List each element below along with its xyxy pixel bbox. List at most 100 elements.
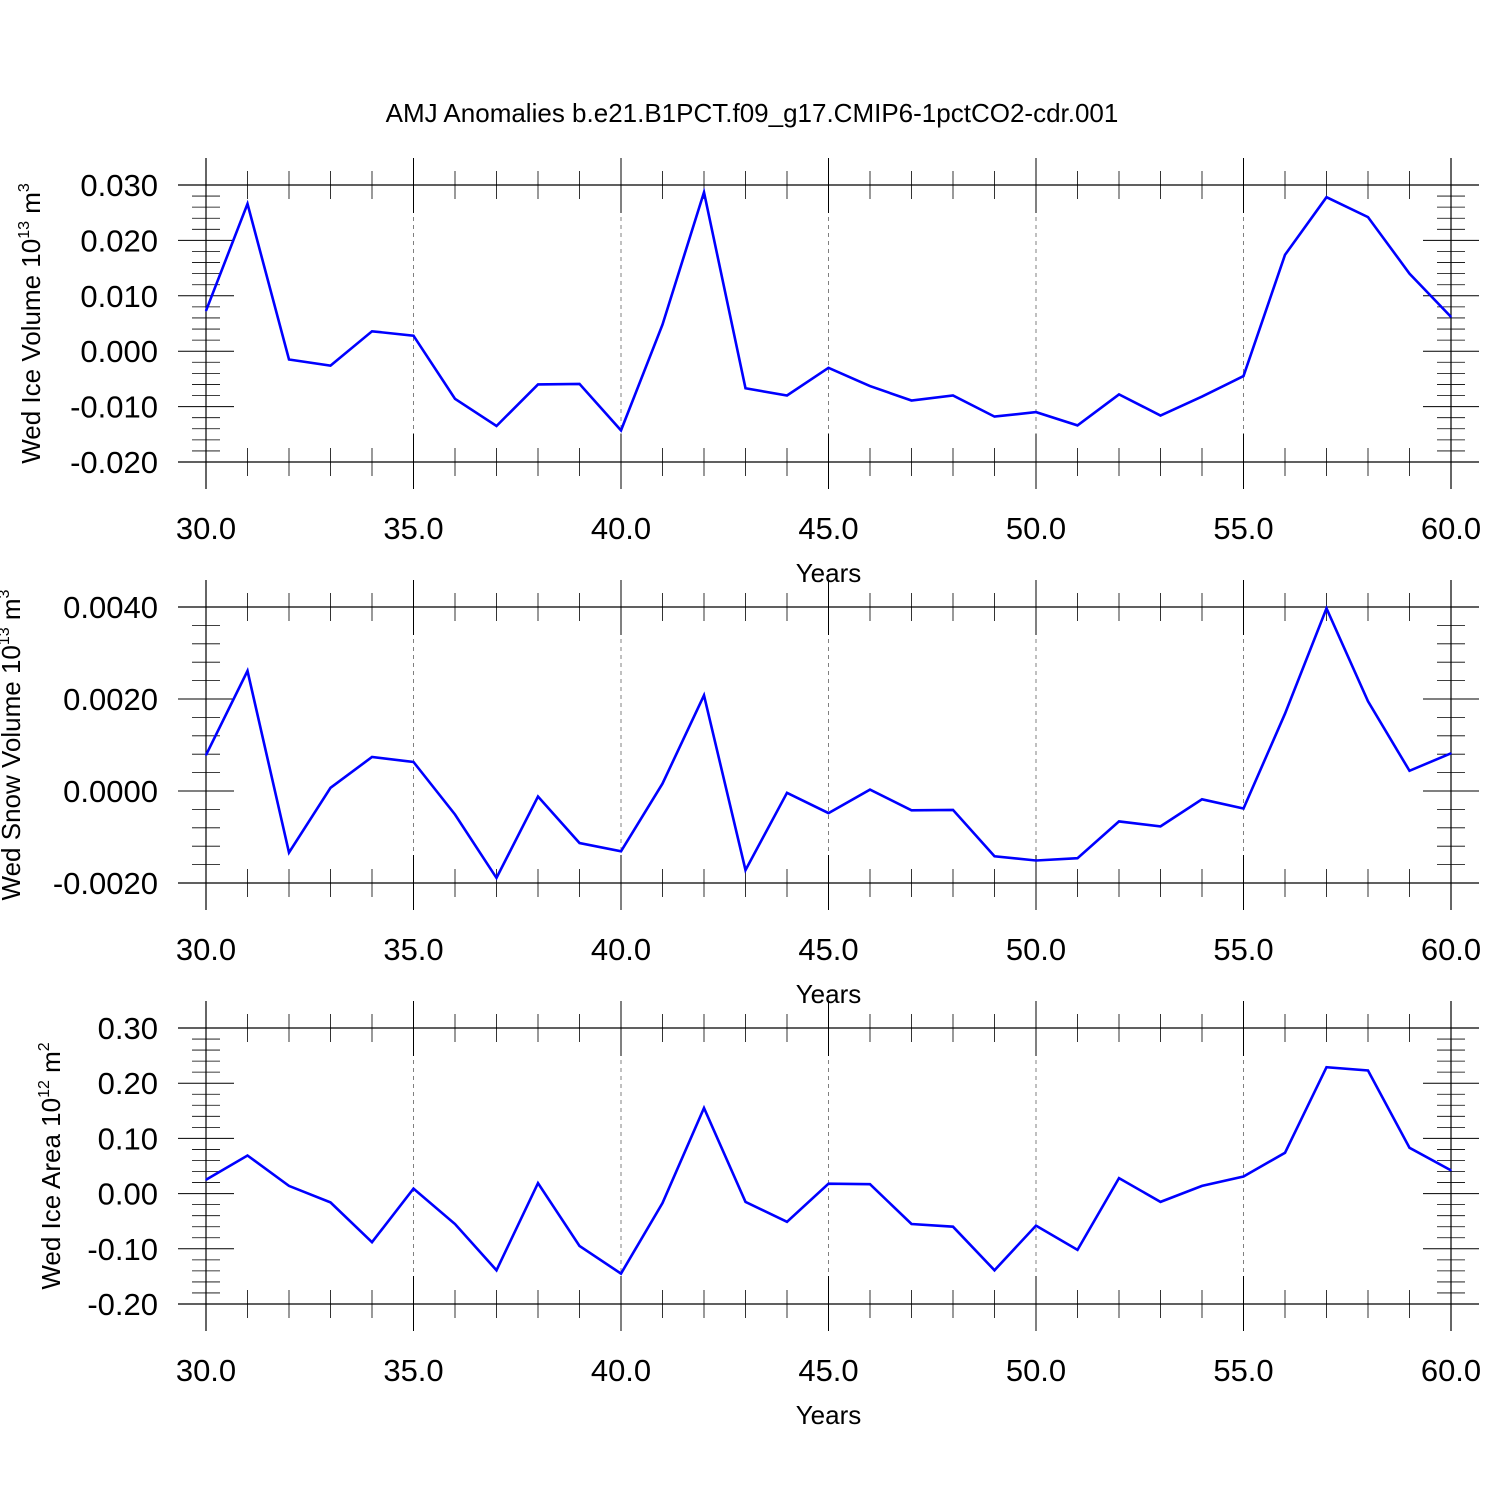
panel-2-data-point [288,851,290,854]
panel-1-x-tick-label: 35.0 [383,511,443,546]
panel-1-data-point [329,364,332,367]
panel-1-data-point [1076,424,1079,427]
panel-1-y-tick-label: 0.030 [80,168,158,203]
panel-1-x-tick-label: 55.0 [1213,511,1273,546]
panel-2-data-point [1159,825,1162,828]
panel-2-data-point [1076,857,1079,859]
panel-3-data-point [993,1269,996,1272]
panel-1: -0.020 -0.010 0.000 0.010 0.020 0.030 30.0 35.0… [16,158,1481,588]
panel-3-data-point [1242,1175,1245,1178]
panel-3-y-tick-label: 0.10 [98,1121,158,1156]
panel-3-y-tick-label: -0.20 [87,1287,158,1322]
panel-1-data-point [495,425,498,427]
panel-3-data-point [288,1185,290,1187]
panel-1-data-point [288,358,290,361]
panel-1-data-point [661,323,664,326]
panel-1-data-point [454,398,456,400]
panel-3-y-tick-label: 0.30 [98,1011,158,1046]
panel-3-x-tick-label: 30.0 [176,1353,236,1388]
panel-2-data-point [910,809,913,812]
panel-3-x-tick-label: 35.0 [383,1353,443,1388]
panel-2-data-point [1201,798,1203,801]
panel-3-data-point [786,1220,788,1223]
panel-3-data-point [1325,1066,1328,1068]
panel-1-x-tick-label: 40.0 [591,511,651,546]
panel-2-data-point [869,788,871,791]
panel-3-data-point [1367,1069,1369,1072]
panel-2-x-tick-label: 30.0 [176,932,236,967]
panel-3-data-point [1076,1249,1079,1251]
panel-2-y-axis-label: Wed Snow Volume 1013 m3 [0,589,26,900]
panel-1-y-axis-label: Wed Ice Volume 1013 m3 [16,183,46,464]
panel-2-y-tick-label: 0.0000 [63,774,158,809]
panel-2-y-tick-label: 0.0020 [63,682,158,717]
panel-1-x-tick-label: 45.0 [798,511,858,546]
panel-3-data-point [371,1241,373,1243]
panel-1-data-point [1284,254,1286,256]
panel-2-data-point [246,670,249,672]
panel-2-data-point [412,761,415,763]
panel-1-data-point [993,415,996,418]
panel-2-y-tick-label: -0.0020 [53,866,158,901]
panel-2-data-point [661,782,664,785]
panel-2-data-point [537,795,539,798]
panel-3-data-point [495,1269,498,1272]
panel-3-data-point [869,1183,871,1186]
panel-2-data-point [1450,752,1452,755]
panel-1-x-tick-label: 60.0 [1421,511,1481,546]
panel-3-data-point [910,1223,913,1225]
panel-1-data-point [371,330,373,333]
panel-2-data-point [205,754,207,756]
panel-3-x-axis-label: Years [796,1400,862,1430]
panel-3-x-tick-label: 45.0 [798,1353,858,1388]
panel-2-data-point [952,809,954,811]
panel-3-data-point [703,1107,705,1109]
panel-2-x-tick-label: 55.0 [1213,932,1273,967]
panel-2-data-point [1242,807,1245,810]
panel-2-x-tick-label: 50.0 [1006,932,1066,967]
panel-1-data-point [703,191,705,194]
panel-1-data-point [786,394,788,397]
panel-3-data-point [620,1272,622,1275]
panel-2-data-point [578,842,581,844]
panel-3-data-point [537,1182,539,1184]
panel-2-data-point [703,694,705,697]
panel-3-x-tick-label: 60.0 [1421,1353,1481,1388]
figure-title: AMJ Anomalies b.e21.B1PCT.f09_g17.CMIP6-… [386,98,1119,128]
panel-2-data-point [495,877,498,879]
panel-1-y-tick-label: 0.000 [80,334,158,369]
panel-1-x-tick-label: 30.0 [176,511,236,546]
panel-3: -0.20 -0.10 0.00 0.10 0.20 0.30 30.0 35.0 40.0 45… [36,1001,1481,1430]
panel-3-data-point [1201,1185,1203,1187]
panel-3-data-point [454,1223,456,1225]
panel-2-data-point [827,812,830,814]
panel-1-data-point [1159,414,1162,417]
panel-3-x-tick-label: 40.0 [591,1353,651,1388]
panel-2-data-point [371,756,373,758]
panel-2-data-point [993,855,996,858]
panel-3-data-point [661,1202,664,1204]
panel-1-y-tick-label: 0.020 [80,223,158,258]
panel-1-data-point [1118,393,1120,396]
panel-2-x-tick-label: 35.0 [383,932,443,967]
panel-2-data-point [620,850,622,853]
panel-1-data-point [952,394,954,397]
panel-3-data-point [952,1225,954,1228]
panel-2-data-point [744,869,747,871]
panel-2-data-point [1408,769,1411,772]
panel-2-data-point [329,786,332,789]
panel-3-data-point [1450,1169,1452,1172]
panel-2-y-tick-label: 0.0040 [63,590,158,625]
panel-3-data-point [205,1179,207,1181]
panel-1-data-point [744,387,747,390]
panel-3-x-tick-label: 55.0 [1213,1353,1273,1388]
panel-1-data-point [1450,316,1452,318]
panel-1-data-point [578,383,581,385]
panel-2-data-point [1035,859,1037,862]
panel-3-data-point [1159,1201,1162,1203]
panel-1-data-point [620,429,622,432]
panel-2-data-point [786,792,788,794]
panel-2-x-tick-label: 60.0 [1421,932,1481,967]
panel-1-data-point [1201,395,1203,398]
